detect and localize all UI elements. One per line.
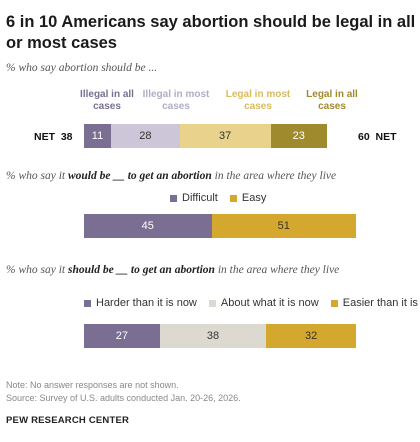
should-be-value-label-2: 32	[304, 330, 318, 342]
legality-value-label-2: 37	[219, 130, 232, 142]
legend-would-be: Difficult Easy	[170, 192, 278, 204]
source-note: Source: Survey of U.S. adults conducted …	[6, 393, 241, 403]
legend-swatch-about	[208, 299, 216, 307]
should-be-segment-0: 27	[84, 324, 160, 348]
subtitle-would-be: % who say it would be __ to get an abort…	[6, 170, 337, 182]
should-be-segment-1: 38	[159, 324, 267, 348]
legend-swatch-easier	[330, 299, 338, 307]
legend-swatch-difficult	[170, 194, 177, 202]
category-label-illegal-most: Illegal in most cases	[142, 89, 210, 112]
chart-title: 6 in 10 Americans say abortion should be…	[6, 13, 416, 52]
legend-item-easier: Easier than it is now	[330, 297, 420, 309]
legend-item-about: About what it is now	[208, 297, 319, 309]
legality-value-label-0: 11	[91, 130, 104, 142]
should-be-bar: 27 38 32	[84, 324, 356, 348]
legality-value-label-3: 23	[292, 130, 305, 142]
would-be-value-label-0: 45	[141, 220, 154, 232]
legality-value-label-1: 28	[139, 130, 152, 142]
subtitle-should-be: % who say it should be __ to get an abor…	[6, 264, 340, 276]
footnote: Note: No answer responses are not shown.	[6, 380, 179, 390]
legality-segment-0: 11	[84, 124, 111, 148]
brand-name: PEW RESEARCH CENTER	[6, 415, 130, 426]
abortion-legality-bar: 11 28 37 23	[84, 124, 327, 148]
category-label-legal-all: Legal in all cases	[306, 89, 358, 112]
legend-should-be: Harder than it is now About what it is n…	[84, 297, 420, 309]
legality-segment-1: 28	[111, 124, 180, 148]
legend-item-easy: Easy	[229, 192, 266, 204]
subtitle-abortion-should-be: % who say abortion should be ...	[6, 62, 158, 74]
would-be-segment-0: 45	[84, 214, 212, 238]
would-be-value-label-1: 51	[277, 220, 290, 232]
legality-segment-2: 37	[179, 124, 271, 148]
net-left-label: NET 38	[34, 131, 73, 143]
category-label-illegal-all: Illegal in all cases	[80, 89, 134, 112]
net-right-label: 60 NET	[358, 131, 397, 143]
legend-item-difficult: Difficult	[170, 192, 218, 204]
legend-swatch-harder	[84, 299, 91, 307]
would-be-bar: 45 51	[84, 214, 356, 238]
would-be-segment-1: 51	[211, 214, 356, 238]
legend-item-harder: Harder than it is now	[84, 297, 197, 309]
should-be-value-label-1: 38	[206, 330, 220, 342]
legality-segment-3: 23	[270, 124, 327, 148]
should-be-segment-2: 32	[266, 324, 356, 348]
category-label-legal-most: Legal in most cases	[225, 89, 291, 112]
legend-swatch-easy	[229, 194, 237, 202]
should-be-value-label-0: 27	[115, 330, 128, 342]
